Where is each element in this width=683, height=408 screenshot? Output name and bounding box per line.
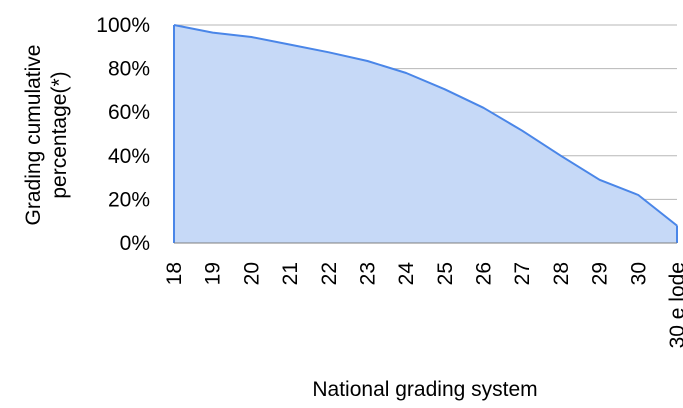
- x-tick-label: 21: [279, 262, 302, 285]
- x-tick-label: 25: [434, 262, 457, 285]
- x-tick-label: 18: [163, 262, 186, 285]
- x-tick-label: 24: [395, 262, 418, 286]
- x-axis-title: National grading system: [312, 378, 537, 401]
- x-tick-label: 29: [589, 262, 612, 285]
- y-axis-title-line-1: Grading cumulative: [22, 45, 45, 226]
- x-tick-label: 20: [240, 262, 263, 285]
- y-tick-label: 80%: [108, 58, 150, 81]
- x-tick-label: 19: [202, 262, 225, 285]
- series-line: [173, 24, 678, 227]
- x-tick-label: 30: [627, 262, 650, 285]
- y-axis-ticks: 0% 20% 40% 60% 80% 100%: [96, 14, 150, 255]
- x-tick-label: 28: [550, 262, 573, 285]
- y-tick-label: 40%: [108, 145, 150, 168]
- x-tick-label: 22: [318, 262, 341, 285]
- y-tick-label: 100%: [96, 14, 150, 37]
- x-axis-ticks: 18 19 20 21 22 23 24 25 26 27 28 29 30 30 e lode: [163, 262, 683, 349]
- area-fill: [174, 25, 677, 243]
- y-axis-title-line-2: percentage(*): [48, 71, 71, 198]
- y-tick-label: 0%: [120, 232, 150, 255]
- x-tick-label: 27: [511, 262, 534, 285]
- x-tick-label: 30 e lode: [666, 262, 683, 348]
- y-tick-label: 20%: [108, 188, 150, 211]
- y-tick-label: 60%: [108, 101, 150, 124]
- x-tick-label: 26: [473, 262, 496, 285]
- plot-area: [173, 24, 678, 244]
- x-tick-label: 23: [357, 262, 380, 285]
